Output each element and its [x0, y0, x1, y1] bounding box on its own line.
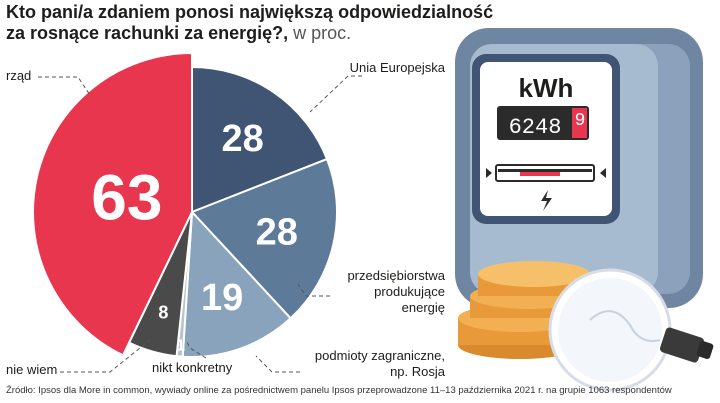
pie-slice-ue	[191, 65, 329, 214]
pie-value-rzad: 63	[91, 162, 162, 234]
meter-reading-text: 6248	[509, 115, 562, 140]
source-note: Źródło: Ipsos dla More in common, wywiad…	[6, 385, 672, 396]
pie-value-firmy: 28	[256, 212, 298, 254]
pie-value-nie-wiem: 8	[158, 303, 168, 323]
title-unit: w proc.	[293, 23, 352, 43]
meter-unit-text: kWh	[519, 73, 574, 103]
pie-slice-rzad	[32, 51, 193, 357]
label-nie-wiem: nie wiem	[6, 362, 58, 377]
label-unia-europejska: Unia Europejska	[349, 60, 445, 75]
label-przedsiebiorstwa: przedsiębiorstwa produkujące energię	[347, 268, 445, 315]
label-podmioty-zagraniczne: podmioty zagraniczne, np. Rosja	[314, 348, 445, 379]
electric-meter-icon: kWh 6248 9	[455, 28, 714, 392]
label-rzad: rząd	[6, 68, 32, 83]
title-line2: za rosnące rachunki za energię?,	[6, 23, 289, 43]
pie-slice-firmy	[190, 157, 338, 320]
title-line1: Kto pani/a zdaniem ponosi największą odp…	[6, 2, 494, 22]
leader-lines	[38, 75, 362, 373]
pie-chart: 28 28 19 18 63	[32, 51, 338, 358]
chart-title: Kto pani/a zdaniem ponosi największą odp…	[6, 2, 526, 44]
meter-last-digit: 9	[575, 111, 586, 131]
pie-value-rosja: 19	[201, 277, 243, 319]
pie-value-nikt: 1	[176, 338, 185, 355]
label-nikt-konkretny: nikt konkretny	[152, 360, 233, 375]
pie-value-ue: 28	[222, 118, 264, 160]
pie-slice-rosja	[181, 209, 293, 358]
